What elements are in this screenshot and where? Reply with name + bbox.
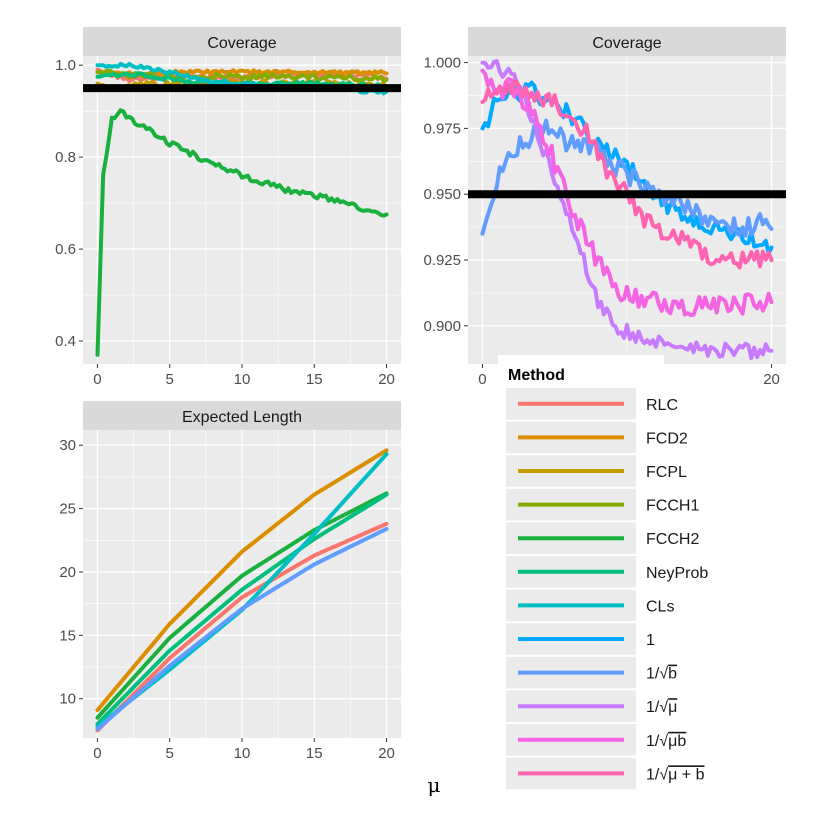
y-tick-label: 0.925 [423, 252, 461, 269]
x-axis-ticks: 0 20 [478, 364, 780, 388]
legend-label-prefix: 1/ [646, 666, 660, 683]
legend-label-prefix: FCCH1 [646, 498, 699, 515]
y-tick-label: 0.6 [55, 241, 76, 258]
series-line-1-μ [480, 59, 774, 361]
legend-label-radical: √ [659, 733, 668, 750]
series-group [83, 61, 401, 357]
legend-label-radicand: b [668, 666, 677, 683]
x-axis-ticks: 0 5 10 15 20 [93, 364, 395, 388]
panel-coverage-all: Coverage 0.4 0.6 0.8 1.0 0 5 10 15 20 [55, 27, 401, 388]
legend-label-prefix: RLC [646, 397, 678, 414]
legend-label: FCCH2 [646, 531, 699, 548]
y-tick-label: 1.0 [55, 57, 76, 74]
series-line-1-b [95, 526, 389, 732]
x-tick-label: 15 [306, 371, 323, 388]
x-axis-label: μ [428, 773, 441, 797]
panel-title: Coverage [207, 35, 276, 52]
y-tick-label: 25 [59, 501, 76, 518]
legend: Method RLC FCD2 FCPL FCCH1 FCCH2 NeyProb CLs 1 1… [498, 355, 708, 790]
y-tick-label: 15 [59, 627, 76, 644]
x-tick-label: 5 [166, 371, 174, 388]
legend-label-prefix: FCPL [646, 464, 687, 481]
x-tick-label: 0 [478, 371, 486, 388]
y-tick-label: 20 [59, 564, 76, 581]
x-tick-label: 5 [166, 745, 174, 762]
strip-background [83, 27, 401, 56]
grid-lines [83, 430, 401, 738]
x-tick-label: 10 [234, 745, 251, 762]
legend-label-prefix: 1/ [646, 766, 660, 783]
legend-label-prefix: NeyProb [646, 565, 708, 582]
y-axis-ticks: 0.900 0.925 0.950 0.975 1.000 [423, 55, 468, 335]
y-axis-ticks: 0.4 0.6 0.8 1.0 [55, 57, 83, 350]
series-line-1-μb [480, 68, 774, 318]
series-group [468, 59, 786, 361]
y-tick-label: 10 [59, 691, 76, 708]
legend-label-prefix: 1/ [646, 733, 660, 750]
legend-label: 1/√μ + b [646, 766, 705, 783]
legend-label: FCD2 [646, 430, 688, 447]
series-line-rlc [95, 521, 389, 733]
series-line-neyprob [95, 492, 389, 727]
panel-title: Coverage [592, 35, 661, 52]
legend-label-prefix: FCD2 [646, 430, 688, 447]
legend-title: Method [508, 367, 565, 384]
legend-label: FCPL [646, 464, 687, 481]
series-line-fcch2 [95, 491, 389, 720]
legend-label: RLC [646, 397, 678, 414]
y-tick-label: 0.4 [55, 333, 76, 350]
series-line-fcch2 [95, 108, 389, 357]
legend-label-prefix: FCCH2 [646, 531, 699, 548]
legend-label-prefix: 1 [646, 632, 655, 649]
legend-label-radicand: μ + b [668, 766, 704, 783]
legend-label: 1/√μ [646, 699, 677, 716]
legend-label: 1/√b [646, 666, 677, 683]
legend-label: 1 [646, 632, 655, 649]
y-tick-label: 30 [59, 437, 76, 454]
legend-label-prefix: CLs [646, 598, 674, 615]
y-tick-label: 0.8 [55, 149, 76, 166]
legend-label: CLs [646, 598, 674, 615]
panel-expected-length: Expected Length 10 15 20 25 30 0 5 10 15 20 [59, 401, 401, 762]
series-line-fcd2 [95, 448, 389, 713]
strip-background [468, 27, 786, 56]
y-axis-ticks: 10 15 20 25 30 [59, 437, 83, 708]
legend-label: 1/√μb [646, 733, 686, 750]
x-tick-label: 0 [93, 745, 101, 762]
panel-coverage-zoom: Coverage 0.900 0.925 0.950 0.975 1.000 0 20 [423, 27, 786, 388]
strip-background [83, 401, 401, 430]
x-axis-ticks: 0 5 10 15 20 [93, 738, 395, 762]
legend-label-radicand: μ [668, 699, 677, 716]
y-tick-label: 0.900 [423, 318, 461, 335]
legend-label-radical: √ [659, 699, 668, 716]
x-tick-label: 20 [378, 371, 395, 388]
x-tick-label: 0 [93, 371, 101, 388]
legend-label-prefix: 1/ [646, 699, 660, 716]
series-line-1-b [480, 118, 774, 238]
x-tick-label: 10 [234, 371, 251, 388]
y-tick-label: 0.975 [423, 120, 461, 137]
legend-label: FCCH1 [646, 498, 699, 515]
legend-label-radical: √ [659, 666, 668, 683]
series-group [95, 448, 389, 733]
x-tick-label: 20 [763, 371, 780, 388]
legend-label: NeyProb [646, 565, 708, 582]
legend-label-radical: √ [659, 766, 668, 783]
x-tick-label: 20 [378, 745, 395, 762]
y-tick-label: 0.950 [423, 186, 461, 203]
legend-label-radicand: μb [668, 733, 686, 750]
y-tick-label: 1.000 [423, 55, 461, 72]
series-line-1 [480, 80, 774, 256]
panel-title: Expected Length [182, 409, 302, 426]
x-tick-label: 15 [306, 745, 323, 762]
legend-entries: RLCFCD2FCPLFCCH1FCCH2NeyProbCLs11/√b1/√μ… [506, 388, 708, 790]
